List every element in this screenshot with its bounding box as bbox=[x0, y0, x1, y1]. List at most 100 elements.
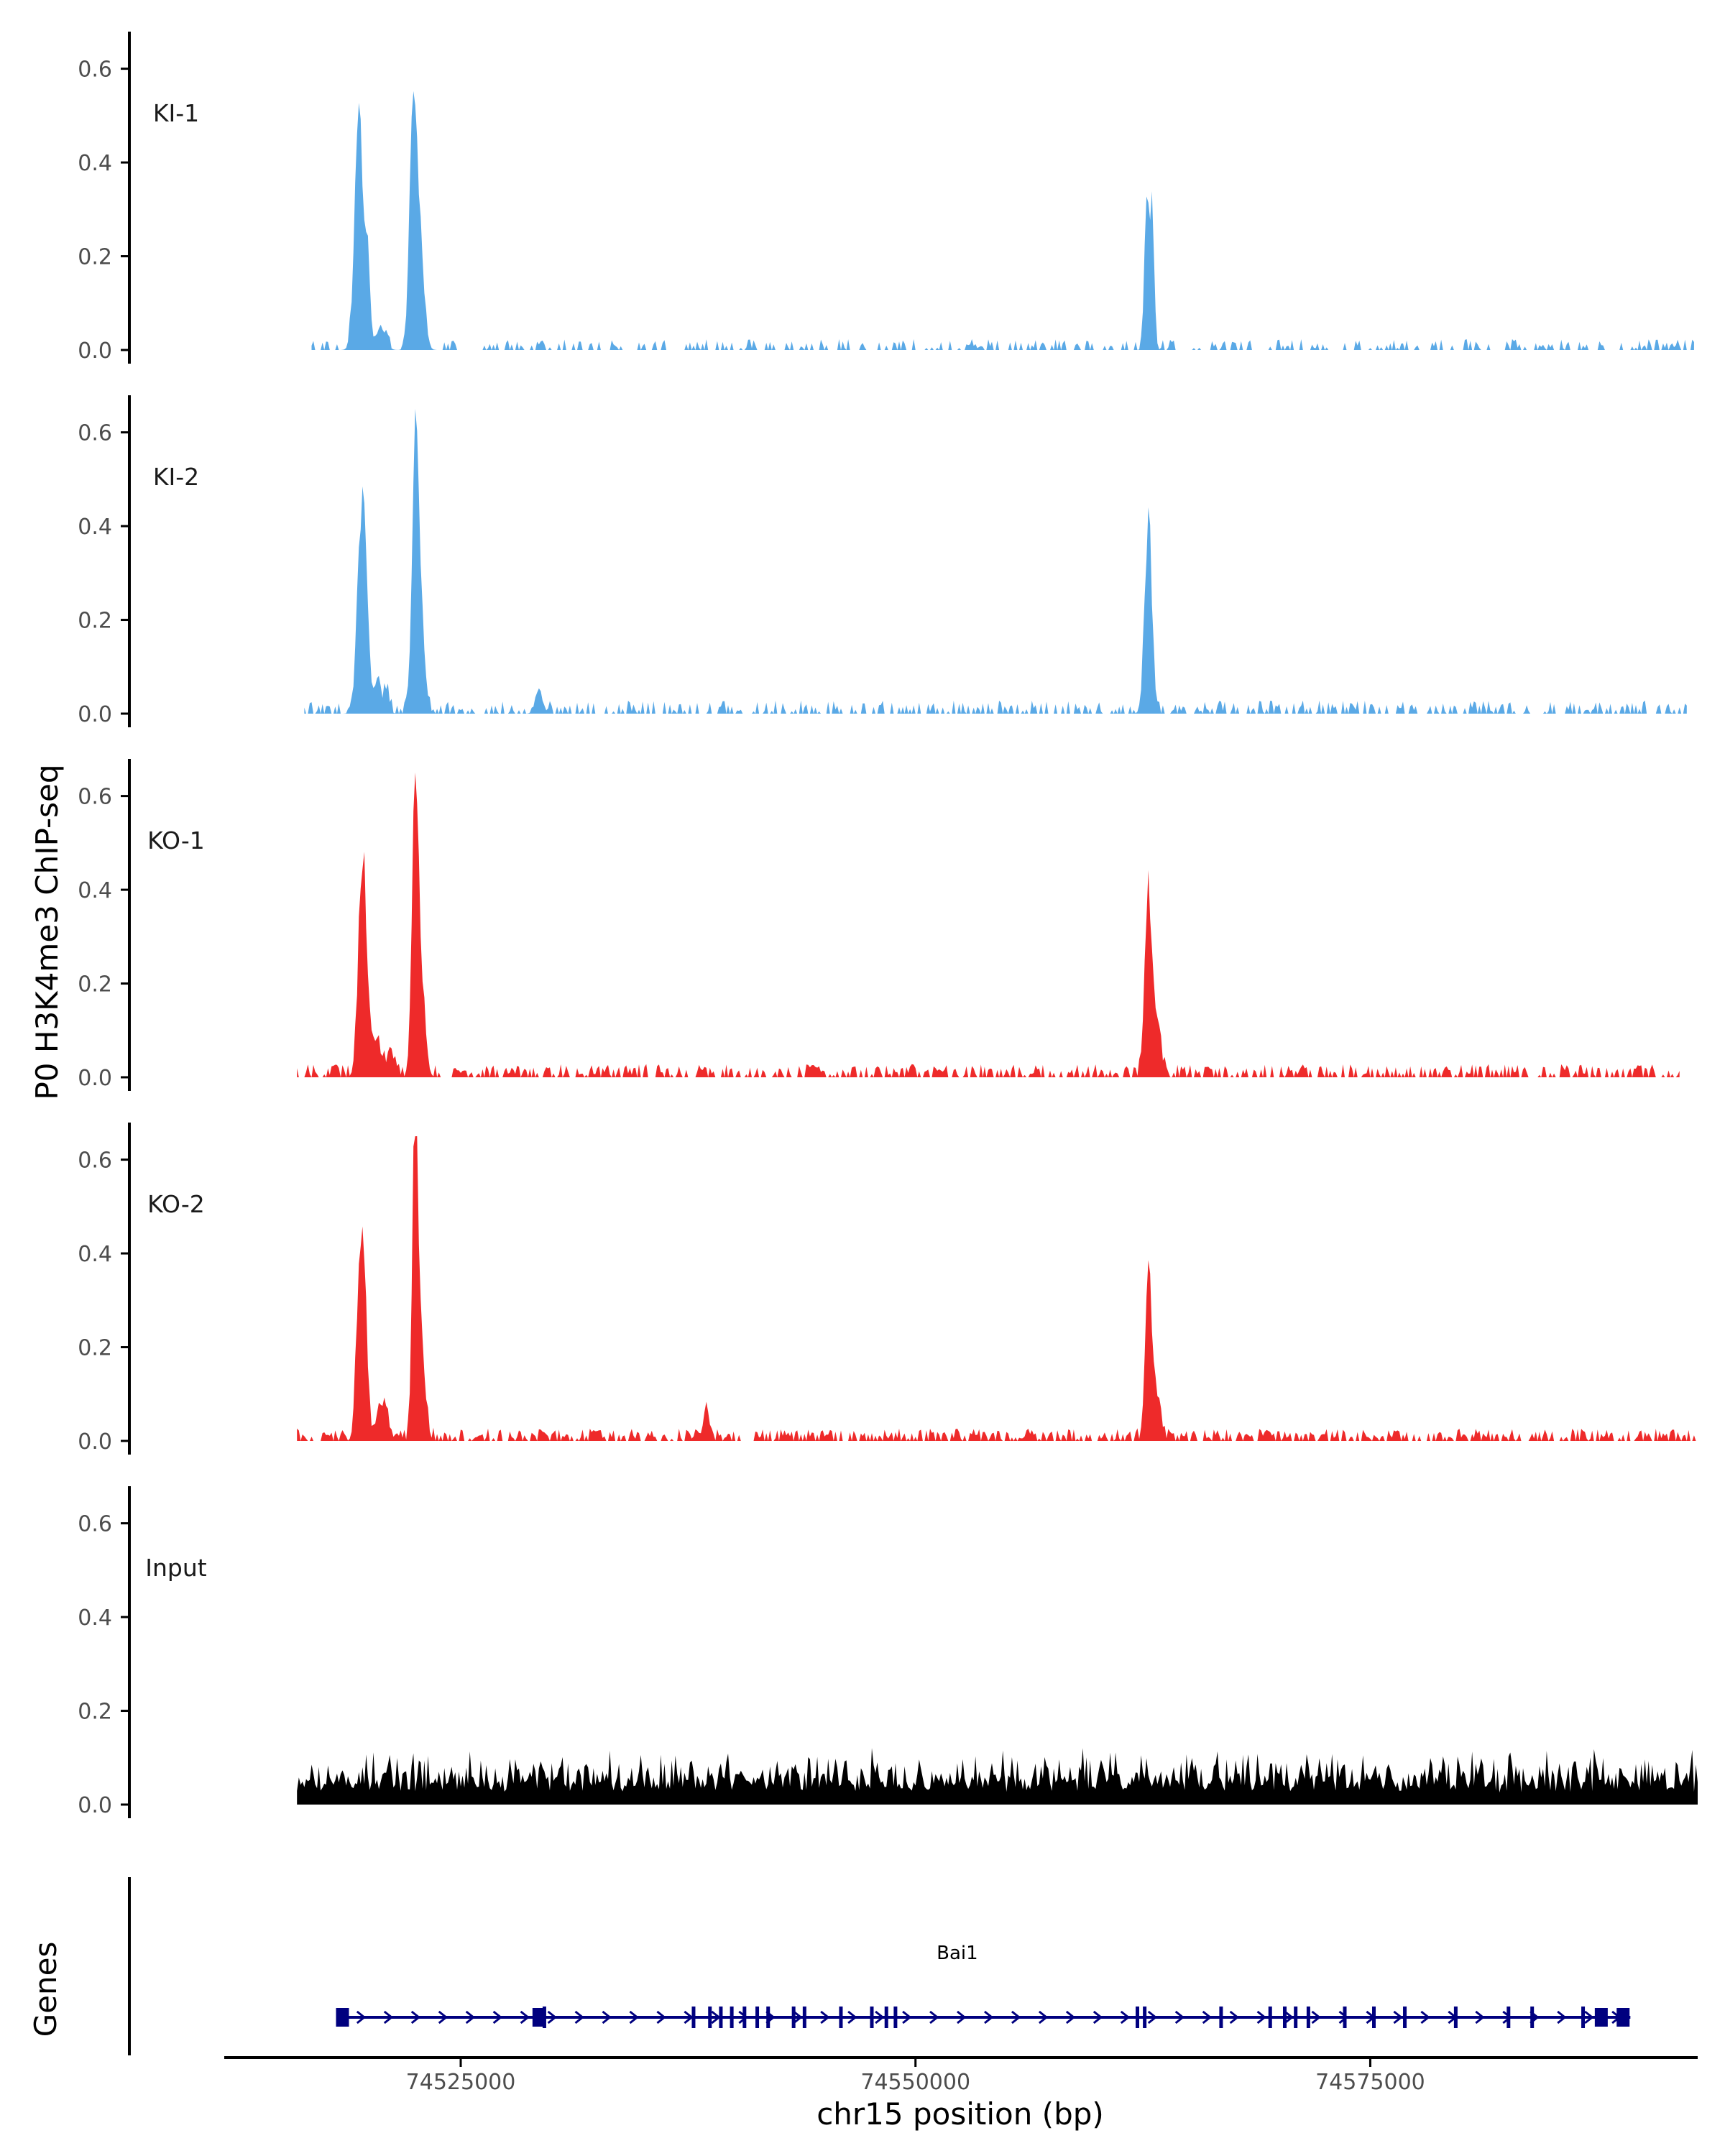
strand-arrow bbox=[602, 2010, 612, 2024]
exon bbox=[1453, 2007, 1458, 2028]
strand-arrow bbox=[1147, 2010, 1158, 2024]
strand-arrow bbox=[957, 2010, 967, 2024]
track-label: KO-2 bbox=[147, 1190, 205, 1218]
y-tick-label: 0.0 bbox=[78, 1793, 112, 1818]
exon bbox=[336, 2008, 349, 2027]
strand-arrow bbox=[711, 2010, 721, 2024]
exon bbox=[839, 2007, 843, 2028]
strand-arrow bbox=[1038, 2010, 1049, 2024]
strand-arrow bbox=[1284, 2010, 1294, 2024]
y-tick-label: 0.4 bbox=[78, 515, 112, 540]
exon bbox=[1594, 2008, 1608, 2027]
strand-arrow bbox=[929, 2010, 939, 2024]
exon bbox=[766, 2007, 770, 2028]
y-tick-label: 0.2 bbox=[78, 245, 112, 270]
x-tick-label: 74550000 bbox=[860, 2070, 970, 2095]
strand-arrow bbox=[547, 2010, 557, 2024]
strand-arrow bbox=[1011, 2010, 1021, 2024]
strand-arrow bbox=[656, 2010, 666, 2024]
exon bbox=[691, 2007, 696, 2028]
exon bbox=[1616, 2008, 1630, 2027]
genes-track-title: Genes bbox=[28, 1942, 63, 2037]
track-ki-2: 0.0 0.2 0.4 0.6 KI-2 bbox=[78, 395, 1687, 727]
exon bbox=[730, 2007, 734, 2028]
exon bbox=[1581, 2007, 1586, 2028]
y-tick-label: 0.2 bbox=[78, 609, 112, 634]
exon bbox=[1506, 2007, 1511, 2028]
signal-area-ko-1 bbox=[297, 773, 1680, 1077]
exon bbox=[1282, 2007, 1287, 2028]
exon bbox=[542, 2007, 546, 2028]
y-tick-label: 0.4 bbox=[78, 1606, 112, 1631]
x-axis: 74525000 74550000 74575000 bbox=[224, 2056, 1698, 2095]
exon bbox=[884, 2007, 888, 2028]
strand-arrow bbox=[1420, 2010, 1430, 2024]
strand-arrow bbox=[984, 2010, 994, 2024]
y-tick-label: 0.0 bbox=[78, 338, 112, 364]
y-axis-title: P0 H3K4me3 ChIP-seq bbox=[29, 764, 65, 1100]
exon bbox=[1219, 2007, 1223, 2028]
track-label: KI-1 bbox=[153, 99, 199, 127]
exon bbox=[1403, 2007, 1407, 2028]
x-axis-ticks: 74525000 74550000 74575000 bbox=[406, 2058, 1425, 2095]
signal-area-ko-2 bbox=[297, 1136, 1698, 1441]
track-label: KO-1 bbox=[147, 826, 205, 854]
strand-arrow bbox=[356, 2010, 367, 2024]
y-tick-label: 0.0 bbox=[78, 1066, 112, 1091]
strand-arrow bbox=[1120, 2010, 1131, 2024]
track-ki-1: 0.0 0.2 0.4 0.6 KI-1 bbox=[78, 32, 1694, 364]
y-tick-label: 0.2 bbox=[78, 1700, 112, 1725]
strand-arrow bbox=[1065, 2010, 1076, 2024]
y-tick-label: 0.6 bbox=[78, 57, 112, 83]
y-tick-label: 0.6 bbox=[78, 421, 112, 446]
exon bbox=[1268, 2007, 1272, 2028]
y-tick-label: 0.4 bbox=[78, 1242, 112, 1267]
gene-track: Bai1 bbox=[128, 1877, 1631, 2055]
y-tick-label: 0.2 bbox=[78, 1336, 112, 1361]
signal-area-input bbox=[297, 1748, 1698, 1805]
y-tick-label: 0.6 bbox=[78, 1148, 112, 1174]
track-label: KI-2 bbox=[153, 463, 199, 491]
strand-arrow bbox=[875, 2010, 885, 2024]
exon bbox=[1530, 2007, 1535, 2028]
exon bbox=[719, 2007, 723, 2028]
exon bbox=[1294, 2007, 1298, 2028]
strand-arrow bbox=[1557, 2010, 1567, 2024]
track-ko-2: 0.0 0.2 0.4 0.6 KO-2 bbox=[78, 1123, 1698, 1455]
track-input: 0.0 0.2 0.4 0.6 Input bbox=[78, 1486, 1698, 1818]
strand-arrow bbox=[1475, 2010, 1485, 2024]
strand-arrow bbox=[847, 2010, 857, 2024]
y-tick-label: 0.2 bbox=[78, 972, 112, 998]
exon bbox=[532, 2008, 546, 2027]
exon bbox=[1343, 2007, 1347, 2028]
strand-arrow bbox=[383, 2010, 394, 2024]
y-tick-label: 0.6 bbox=[78, 785, 112, 810]
strand-arrow bbox=[1256, 2010, 1266, 2024]
strand-arrow bbox=[793, 2010, 803, 2024]
y-tick-label: 0.0 bbox=[78, 1429, 112, 1455]
y-tick-label: 0.0 bbox=[78, 702, 112, 727]
gene-name-label: Bai1 bbox=[937, 1943, 978, 1964]
strand-arrow bbox=[1092, 2010, 1103, 2024]
exon bbox=[870, 2007, 874, 2028]
exon bbox=[742, 2007, 747, 2028]
exon bbox=[1143, 2007, 1147, 2028]
gene-model-bai1 bbox=[336, 2007, 1631, 2028]
strand-arrow bbox=[1202, 2010, 1213, 2024]
strand-arrow bbox=[574, 2010, 584, 2024]
strand-arrow bbox=[1393, 2010, 1403, 2024]
exon bbox=[893, 2007, 898, 2028]
strand-arrow bbox=[1311, 2010, 1321, 2024]
strand-arrow bbox=[1174, 2010, 1185, 2024]
strand-arrow bbox=[1584, 2010, 1594, 2024]
strand-arrow bbox=[629, 2010, 639, 2024]
x-tick-label: 74525000 bbox=[406, 2070, 516, 2095]
exon bbox=[708, 2007, 712, 2028]
y-tick-label: 0.4 bbox=[78, 878, 112, 903]
exon bbox=[1306, 2007, 1310, 2028]
y-tick-label: 0.6 bbox=[78, 1512, 112, 1537]
y-tick-label: 0.4 bbox=[78, 151, 112, 176]
exon bbox=[755, 2007, 760, 2028]
strand-arrow bbox=[410, 2010, 421, 2024]
